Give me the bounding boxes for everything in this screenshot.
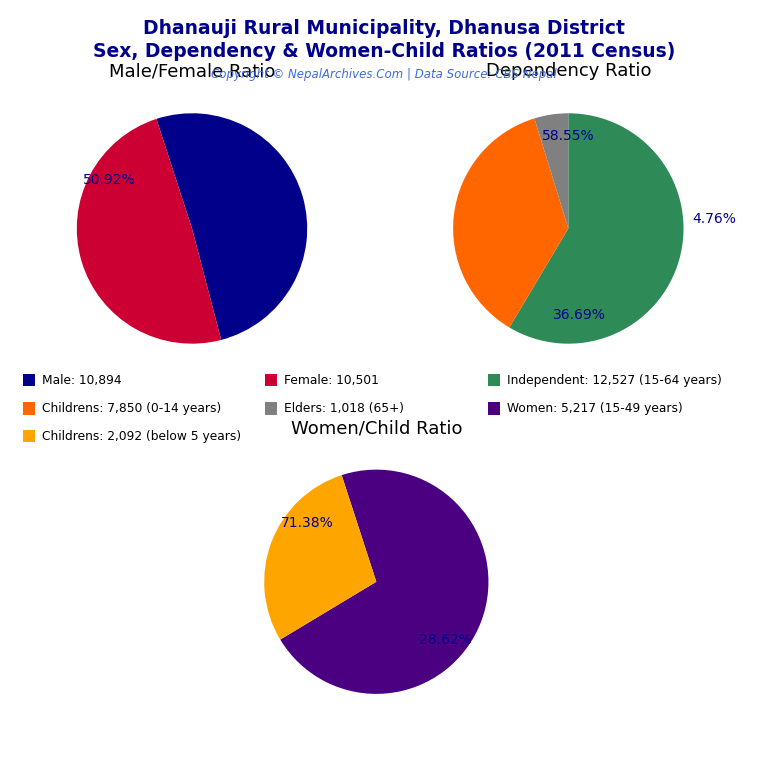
Text: Female: 10,501: Female: 10,501	[284, 374, 379, 386]
Text: 71.38%: 71.38%	[280, 516, 333, 531]
Text: 28.62%: 28.62%	[419, 633, 472, 647]
Wedge shape	[157, 114, 307, 340]
Wedge shape	[280, 470, 488, 694]
Wedge shape	[453, 118, 568, 327]
Text: Copyright © NepalArchives.Com | Data Source: CBS Nepal: Copyright © NepalArchives.Com | Data Sou…	[211, 68, 557, 81]
Text: Elders: 1,018 (65+): Elders: 1,018 (65+)	[284, 402, 404, 415]
Wedge shape	[535, 113, 568, 229]
Text: Women: 5,217 (15-49 years): Women: 5,217 (15-49 years)	[507, 402, 683, 415]
Wedge shape	[509, 113, 684, 343]
Wedge shape	[77, 119, 221, 343]
Text: Childrens: 2,092 (below 5 years): Childrens: 2,092 (below 5 years)	[42, 430, 241, 442]
Text: Sex, Dependency & Women-Child Ratios (2011 Census): Sex, Dependency & Women-Child Ratios (20…	[93, 42, 675, 61]
Text: Independent: 12,527 (15-64 years): Independent: 12,527 (15-64 years)	[507, 374, 722, 386]
Text: Male: 10,894: Male: 10,894	[42, 374, 121, 386]
Text: 4.76%: 4.76%	[693, 212, 737, 227]
Text: 36.69%: 36.69%	[554, 308, 606, 322]
Text: 50.92%: 50.92%	[83, 173, 135, 187]
Title: Women/Child Ratio: Women/Child Ratio	[290, 419, 462, 437]
Wedge shape	[264, 475, 376, 640]
Text: 58.55%: 58.55%	[542, 129, 594, 144]
Text: Childrens: 7,850 (0-14 years): Childrens: 7,850 (0-14 years)	[42, 402, 221, 415]
Title: Dependency Ratio: Dependency Ratio	[485, 62, 651, 80]
Text: 49.08%: 49.08%	[237, 265, 290, 280]
Title: Male/Female Ratio: Male/Female Ratio	[109, 62, 275, 80]
Text: Dhanauji Rural Municipality, Dhanusa District: Dhanauji Rural Municipality, Dhanusa Dis…	[143, 19, 625, 38]
